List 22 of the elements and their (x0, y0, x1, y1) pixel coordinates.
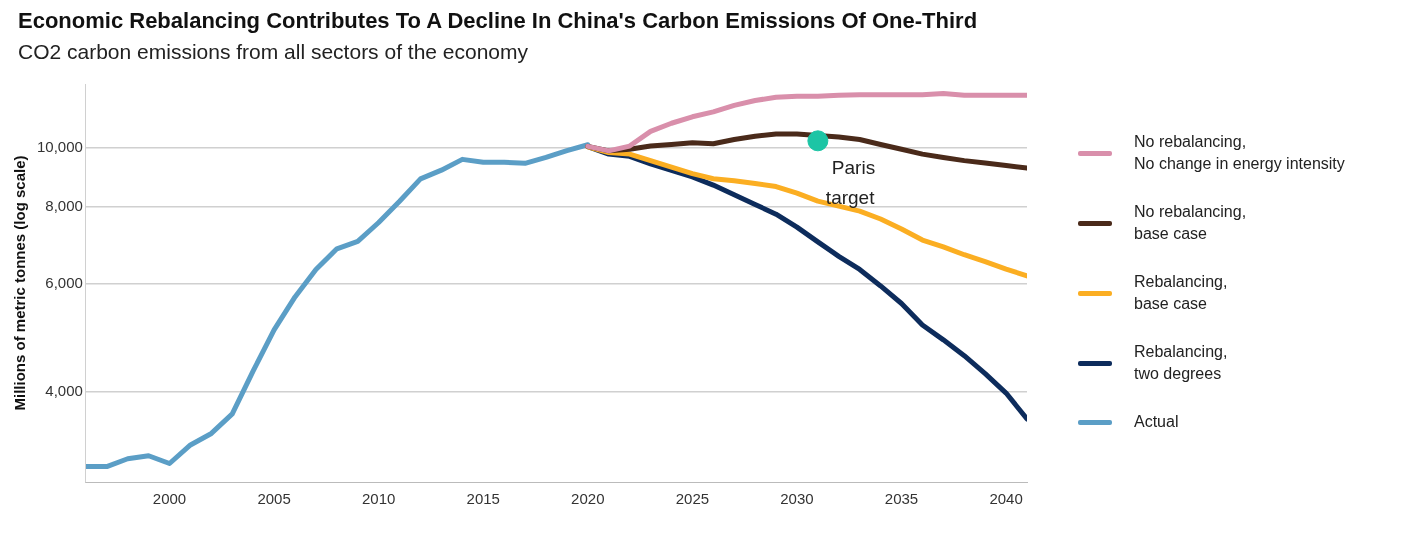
chart-subtitle: CO2 carbon emissions from all sectors of the economy (18, 40, 530, 64)
y-tick-label: 8,000 (45, 197, 83, 215)
legend-label: No rebalancing, No change in energy intensity (1134, 132, 1345, 174)
y-axis-title: Millions of metric tonnes (log scale) (11, 155, 29, 411)
x-tick-label: 2035 (884, 490, 919, 508)
chart-title: Economic Rebalancing Contributes To A Decline In China's Carbon Emissions Of One-Third (18, 8, 979, 34)
legend-label: Rebalancing, base case (1134, 272, 1228, 314)
x-tick-label: 2030 (780, 490, 814, 508)
x-tick-label: 2010 (361, 490, 396, 508)
legend-label: Actual (1134, 412, 1179, 432)
x-tick-label: 2025 (675, 490, 710, 508)
x-tick-label: 2040 (989, 490, 1023, 508)
y-tick-label: 10,000 (36, 137, 83, 155)
series-label: Paris target (825, 157, 876, 209)
legend-label: No rebalancing, base case (1134, 202, 1247, 244)
x-tick-label: 2000 (152, 490, 187, 508)
x-tick-label: 2020 (571, 490, 605, 508)
y-tick-label: 4,000 (45, 381, 83, 399)
x-tick-label: 2015 (466, 490, 500, 508)
y-tick-label: 6,000 (45, 273, 83, 291)
legend-label: Rebalancing, two degrees (1134, 342, 1228, 384)
x-tick-label: 2005 (257, 490, 291, 508)
